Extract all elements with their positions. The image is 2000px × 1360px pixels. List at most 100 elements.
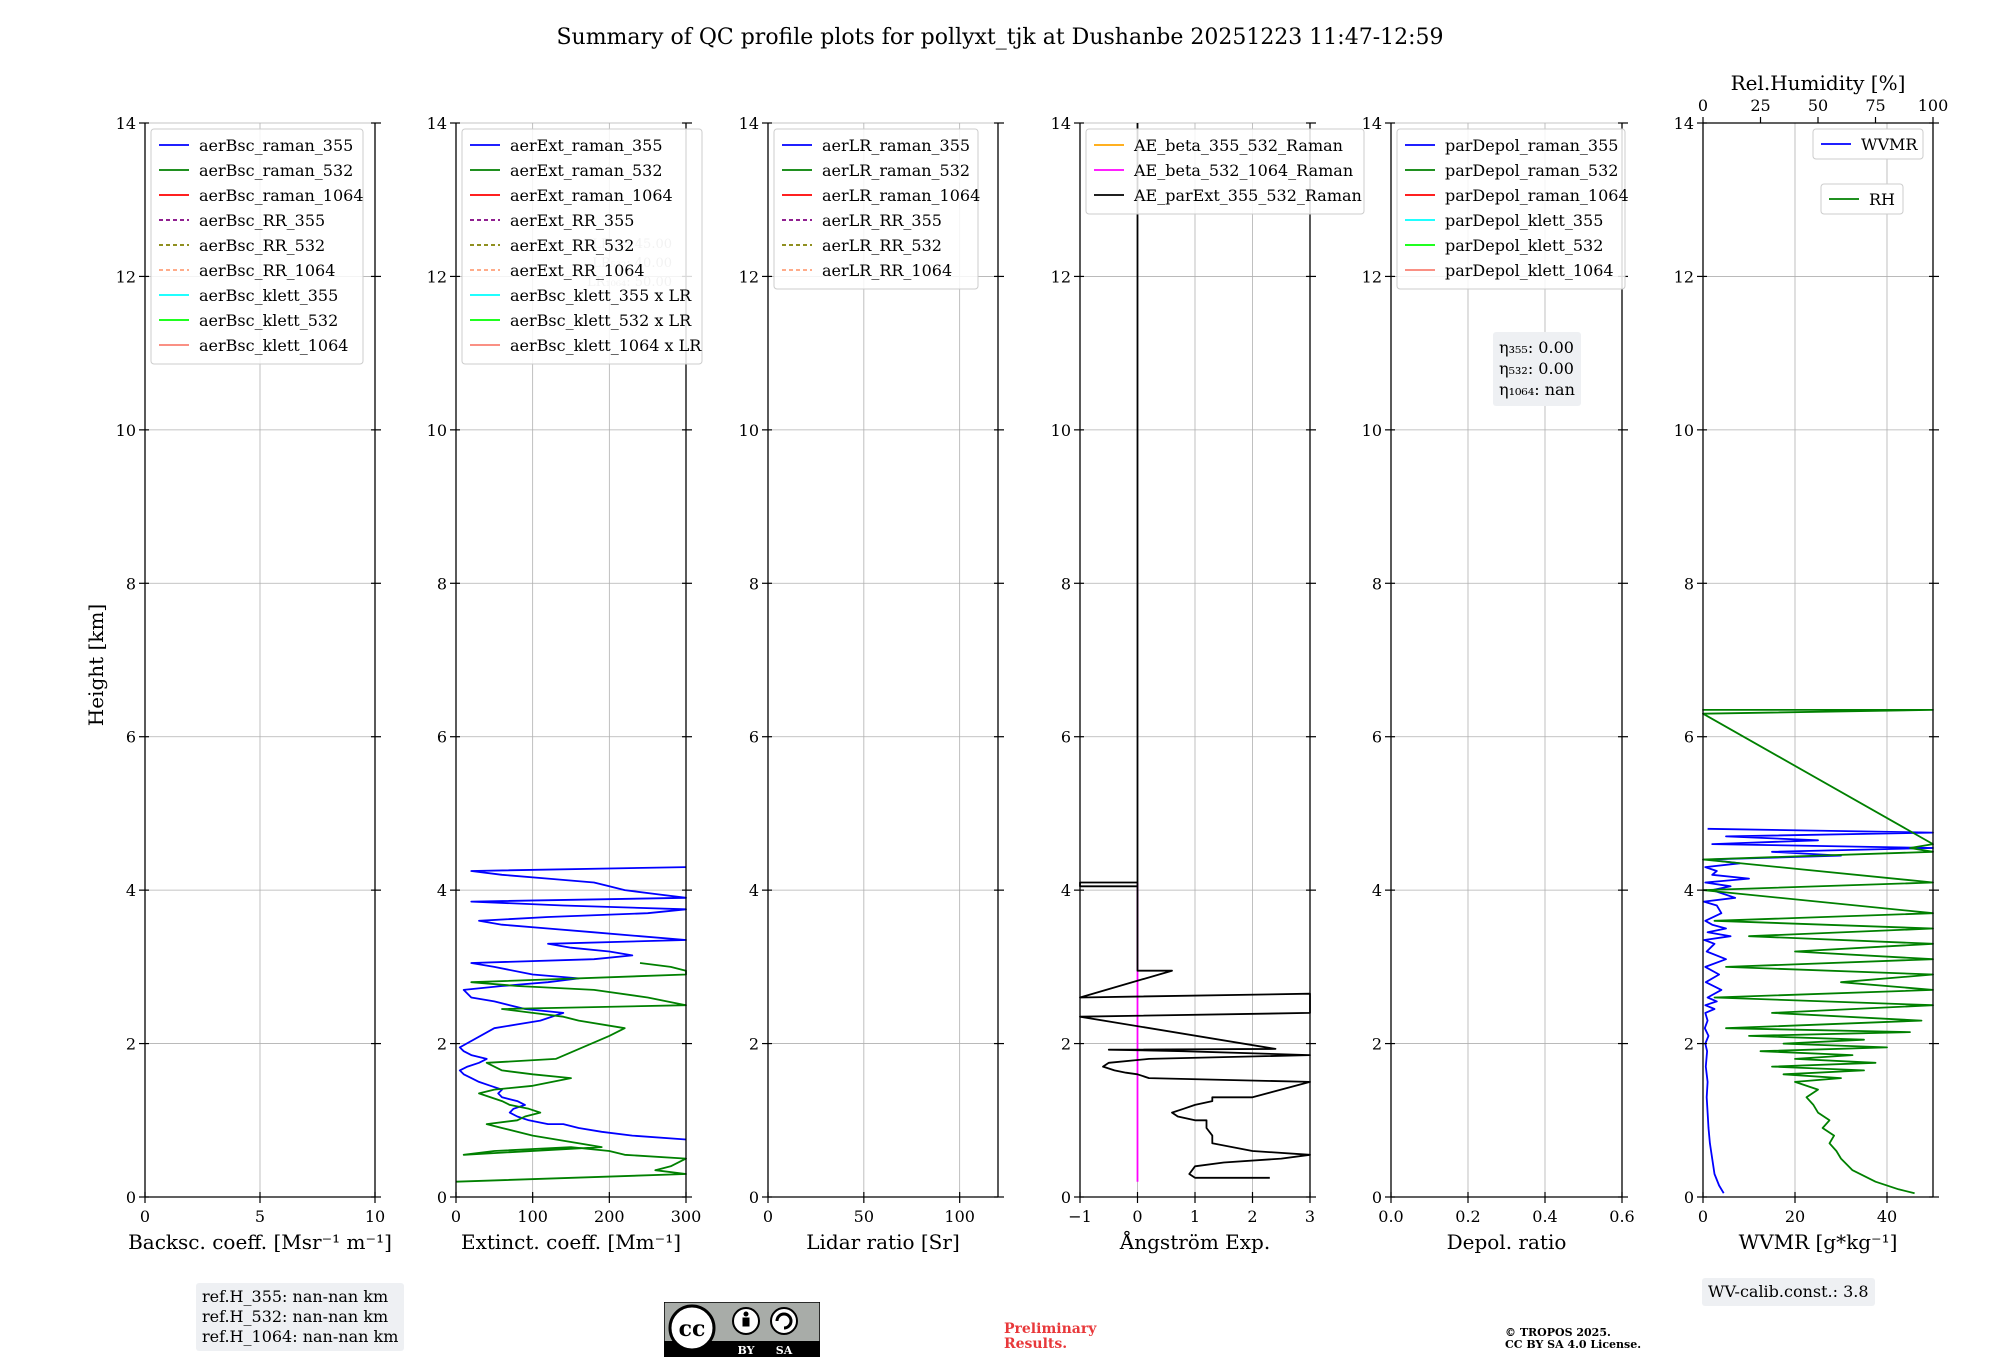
x-tick-label: 0 (763, 1207, 773, 1226)
legend: aerExt_raman_355 aerExt_raman_532 aerExt_r… (461, 128, 703, 365)
y-tick-label: 4 (1061, 881, 1071, 900)
y-tick-label: 6 (1372, 728, 1382, 747)
y-tick-label: 12 (739, 267, 759, 286)
legend-entry: aerBsc_klett_1064 (199, 336, 348, 355)
legend-entry: aerLR_RR_1064 (822, 261, 952, 280)
x-tick-label: 50 (854, 1207, 874, 1226)
x-tick-label: 20 (1785, 1207, 1805, 1226)
reference-heights-box: ref.H_355: nan-nan km ref.H_532: nan-nan… (196, 1283, 405, 1351)
y-tick-label: 10 (427, 421, 447, 440)
y-tick-label: 12 (1674, 267, 1694, 286)
x-tick-label: 0 (1132, 1207, 1142, 1226)
series-group (1702, 709, 1934, 1195)
x-tick-label: 3 (1305, 1207, 1315, 1226)
panel-lidar_ratio: 0 50 100 0 2 4 6 8 10 12 14 Lidar ratio [Sr] aerLR_r… (739, 114, 1004, 1254)
legend-frame (1820, 183, 1904, 215)
x2-tick-label: 75 (1865, 96, 1885, 115)
legend-entry: aerBsc_RR_1064 (199, 261, 335, 280)
legend-entry: aerLR_raman_355 (822, 136, 970, 155)
y-tick-label: 4 (749, 881, 759, 900)
wv-calibration-box: WV-calib.const.: 3.8 (1702, 1278, 1875, 1306)
legend: aerBsc_raman_355 aerBsc_raman_532 aerBsc_r… (150, 128, 364, 365)
cc-by-sa-logo: cc BY SA (664, 1302, 820, 1357)
legend-entry: aerExt_raman_355 (510, 136, 663, 155)
x-tick-label: 10 (365, 1207, 385, 1226)
y-tick-label: 12 (427, 267, 447, 286)
preliminary-line-2: Results. (1004, 1336, 1068, 1352)
sa-text: SA (776, 1344, 793, 1357)
y-tick-label: 10 (1674, 421, 1694, 440)
x-tick-label: 0.6 (1609, 1207, 1634, 1226)
panel-depol: 0.0 0.2 0.4 0.6 0 2 4 6 8 10 12 14 Depol. ratio η₃₅₅:… (1362, 114, 1635, 1254)
x2-axis-label: Rel.Humidity [%] (1731, 71, 1906, 95)
y-tick-label: 10 (1051, 421, 1071, 440)
legend-entry: parDepol_raman_1064 (1445, 186, 1629, 205)
panel-extinction: 0 100 200 300 0 2 4 6 8 10 12 14 Extinct. coeff. [Mm… (427, 114, 703, 1254)
y-tick-label: 2 (749, 1035, 759, 1054)
legend-entry: aerExt_RR_355 (510, 211, 634, 230)
legend-entry: aerExt_RR_532 (510, 236, 634, 255)
legend-entry: aerBsc_klett_355 x LR (510, 286, 692, 305)
legend: parDepol_raman_355 parDepol_raman_532 parD… (1396, 128, 1629, 290)
y-tick-label: 14 (739, 114, 759, 133)
legend-entry: parDepol_klett_1064 (1445, 261, 1614, 280)
y-tick-label: 6 (749, 728, 759, 747)
ref-height-532: ref.H_532: nan-nan km (202, 1307, 389, 1326)
legend-frame (150, 128, 364, 365)
y-tick-label: 6 (1061, 728, 1071, 747)
legend-entry: parDepol_klett_355 (1445, 211, 1603, 230)
y-tick-label: 8 (126, 574, 136, 593)
legend-entry: aerBsc_klett_355 (199, 286, 338, 305)
panel-backscatter: 0 5 10 0 2 4 6 8 10 12 14 Backsc. coeff. [Msr⁻¹ m⁻¹… (116, 114, 392, 1254)
legend-entry: AE_parExt_355_532_Raman (1133, 186, 1362, 205)
y-tick-label: 6 (126, 728, 136, 747)
y-tick-label: 4 (1684, 881, 1694, 900)
y-tick-label: 14 (427, 114, 447, 133)
eta-value: η₃₅₅: 0.00 (1499, 338, 1574, 357)
legend: aerLR_raman_355 aerLR_raman_532 aerLR_rama… (773, 128, 980, 290)
y-tick-label: 12 (1362, 267, 1382, 286)
legend-entry: aerExt_raman_532 (510, 161, 663, 180)
y-tick-label: 2 (437, 1035, 447, 1054)
series-line-aerExt_raman_532 (455, 962, 687, 1183)
legend-frame (1396, 128, 1626, 290)
x-tick-label: 0.2 (1455, 1207, 1480, 1226)
legend-frame (1812, 128, 1924, 160)
ref-height-1064: ref.H_1064: nan-nan km (202, 1327, 399, 1346)
share-alike-icon (770, 1307, 798, 1335)
y-tick-label: 6 (437, 728, 447, 747)
legend-entry: aerBsc_klett_1064 x LR (510, 336, 702, 355)
legend-entry: aerLR_raman_532 (822, 161, 970, 180)
x-tick-label: 5 (255, 1207, 265, 1226)
x-axis-label: Depol. ratio (1447, 1230, 1567, 1254)
preliminary-note: Preliminary Results. (1004, 1322, 1096, 1352)
y-tick-label: 10 (116, 421, 136, 440)
x-axis-label: Ångström Exp. (1119, 1229, 1270, 1254)
figure-canvas: Summary of QC profile plots for pollyxt_… (84, 25, 1949, 1254)
eta-value: η₁₀₆₄: nan (1499, 380, 1575, 399)
figure-title: Summary of QC profile plots for pollyxt_… (556, 25, 1443, 50)
y-tick-label: 0 (126, 1188, 136, 1207)
y-tick-label: 4 (437, 881, 447, 900)
y-tick-label: 0 (1684, 1188, 1694, 1207)
y-tick-label: 6 (1684, 728, 1694, 747)
y-tick-label: 0 (749, 1188, 759, 1207)
y-tick-label: 0 (1372, 1188, 1382, 1207)
x-tick-label: 300 (671, 1207, 702, 1226)
legend-entry: aerBsc_RR_532 (199, 236, 325, 255)
preliminary-line-1: Preliminary (1004, 1321, 1097, 1337)
legend-entry: aerBsc_klett_532 x LR (510, 311, 692, 330)
y-tick-label: 4 (126, 881, 136, 900)
x-tick-label: 0.0 (1378, 1207, 1403, 1226)
y-tick-label: 14 (1362, 114, 1382, 133)
legend-entry: RH (1869, 190, 1895, 209)
y-tick-label: 8 (1061, 574, 1071, 593)
y-tick-label: 0 (437, 1188, 447, 1207)
y-tick-label: 2 (1061, 1035, 1071, 1054)
eta-box (1493, 332, 1581, 406)
y-tick-label: 2 (1372, 1035, 1382, 1054)
y-tick-label: 2 (1684, 1035, 1694, 1054)
legend-entry: aerBsc_RR_355 (199, 211, 325, 230)
